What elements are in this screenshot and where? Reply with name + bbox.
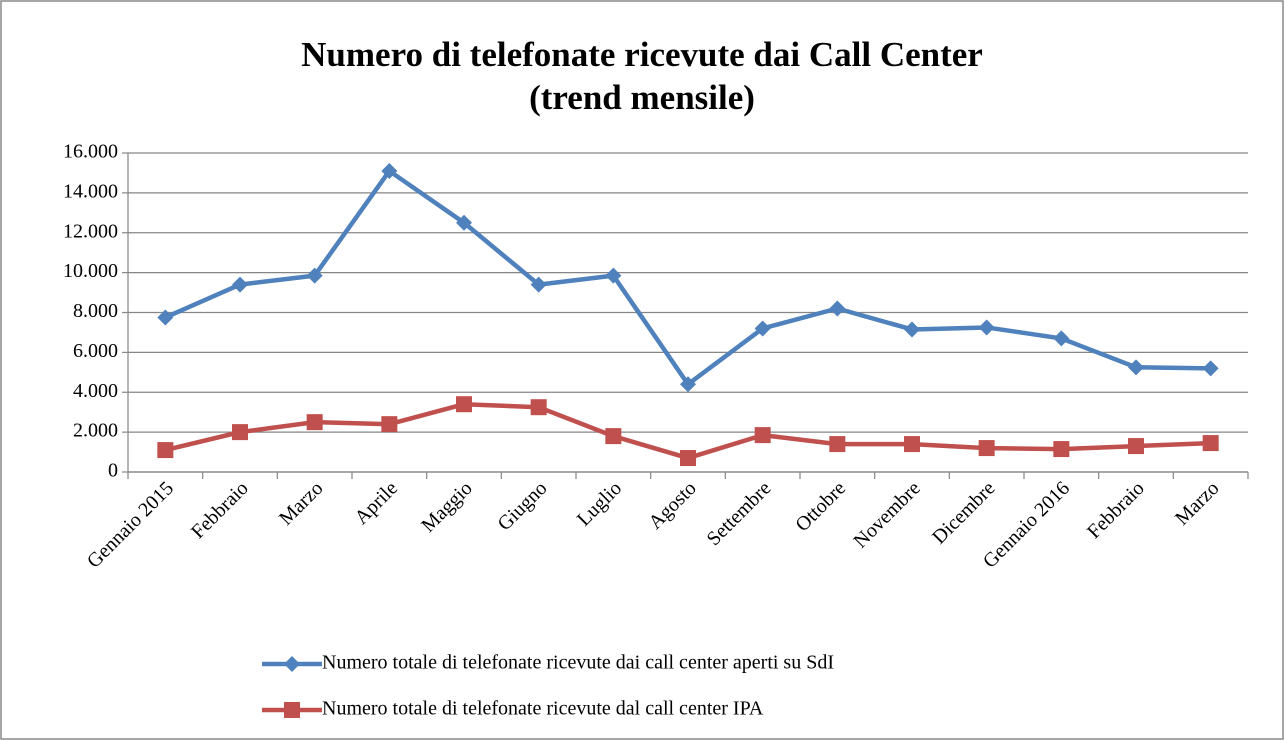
- data-point: [1053, 441, 1070, 458]
- data-point: [1128, 438, 1144, 455]
- y-tick-label: 12.000: [63, 220, 118, 242]
- data-point: [978, 319, 995, 336]
- data-point: [1202, 360, 1219, 377]
- y-tick-label: 4.000: [73, 380, 118, 402]
- data-point: [157, 442, 174, 459]
- data-point: [530, 399, 547, 416]
- data-point: [306, 414, 323, 431]
- data-point: [1128, 359, 1144, 376]
- legend-marker: [284, 656, 300, 672]
- data-point: [381, 416, 398, 433]
- data-point: [530, 276, 547, 293]
- y-tick-label: 0: [108, 460, 118, 482]
- data-point: [605, 428, 622, 445]
- data-point: [754, 320, 771, 337]
- data-point: [680, 450, 696, 467]
- data-point: [904, 436, 920, 453]
- data-point: [829, 436, 846, 453]
- y-tick-label: 6.000: [73, 340, 118, 362]
- data-point: [904, 321, 920, 338]
- data-point: [605, 267, 622, 284]
- data-point: [754, 427, 771, 444]
- data-point: [1202, 435, 1219, 452]
- data-point: [680, 376, 696, 393]
- y-tick-label: 8.000: [73, 300, 118, 322]
- legend-marker: [284, 702, 300, 718]
- y-tick-label: 14.000: [63, 180, 118, 202]
- data-point: [232, 424, 248, 441]
- data-point: [829, 300, 846, 317]
- y-tick-label: 16.000: [63, 141, 118, 163]
- legend-label: Numero totale di telefonate ricevute dai…: [322, 652, 834, 674]
- y-tick-label: 2.000: [73, 420, 118, 442]
- data-point: [306, 267, 323, 284]
- chart-title: (trend mensile): [529, 78, 755, 117]
- data-point: [232, 276, 248, 293]
- chart-title: Numero di telefonate ricevute dai Call C…: [301, 35, 983, 74]
- data-point: [456, 214, 472, 231]
- y-tick-label: 10.000: [63, 260, 118, 282]
- data-point: [978, 440, 995, 457]
- data-point: [1053, 330, 1070, 347]
- data-point: [456, 396, 472, 413]
- data-point: [157, 309, 174, 326]
- legend-label: Numero totale di telefonate ricevute dal…: [322, 698, 764, 720]
- data-point: [381, 162, 398, 179]
